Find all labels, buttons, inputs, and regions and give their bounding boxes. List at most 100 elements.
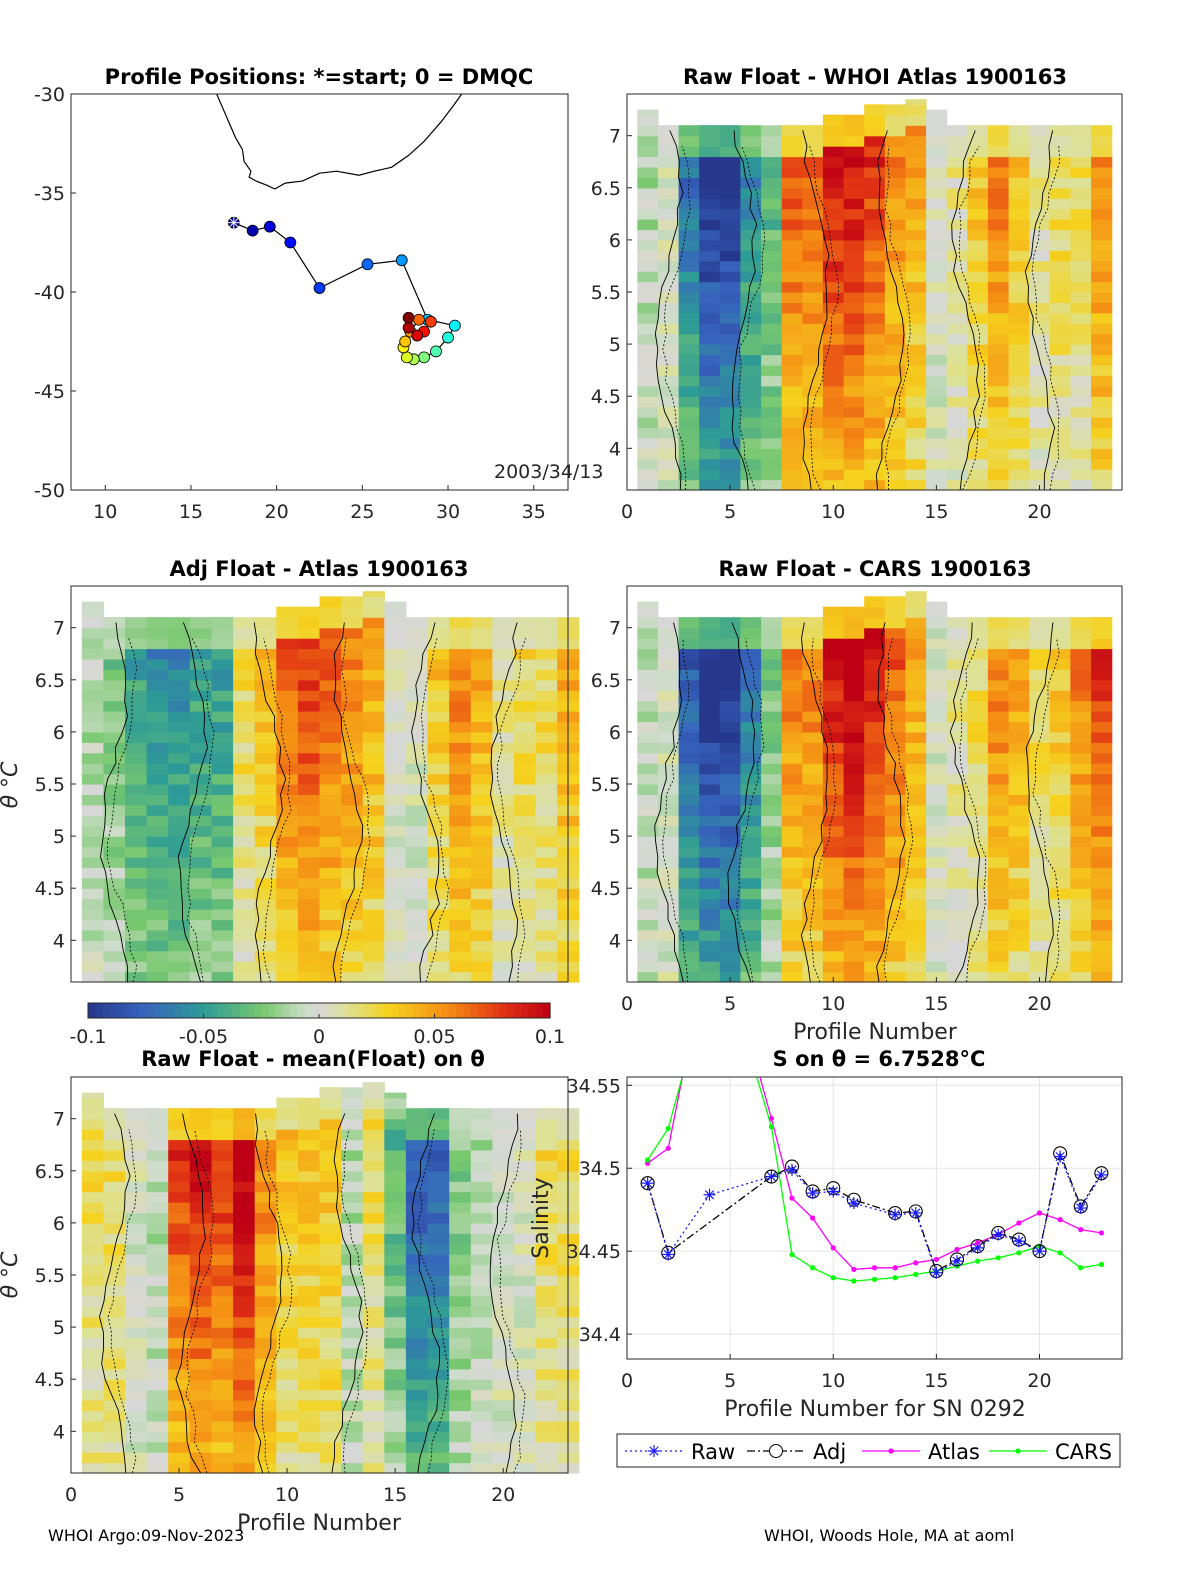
heatmap-cell [189, 1358, 212, 1370]
heatmap-cell [1029, 763, 1051, 775]
heatmap-cell [946, 961, 968, 973]
heatmap-cell [384, 940, 407, 952]
heatmap-cell [427, 1462, 450, 1474]
heatmap-cell [427, 1160, 450, 1172]
heatmap-cell [427, 669, 450, 681]
contour-line [489, 1113, 519, 1474]
heatmap-cell [492, 877, 515, 889]
heatmap-cell [81, 846, 104, 858]
heatmap-cell [168, 1160, 191, 1172]
heatmap-cell [233, 742, 256, 754]
heatmap-cell [168, 1368, 191, 1380]
heatmap-cell [843, 877, 865, 889]
contour-line [253, 622, 287, 983]
heatmap-cell [637, 198, 659, 210]
heatmap-cell [362, 731, 385, 743]
heatmap-cell [449, 1379, 472, 1391]
colorbar-swatch [542, 1003, 551, 1018]
heatmap-cell [802, 867, 824, 879]
heatmap-cell [362, 763, 385, 775]
heatmap-cell [926, 229, 948, 241]
heatmap-cell [884, 690, 906, 702]
heatmap-cell [514, 794, 537, 806]
heatmap-cell [319, 1347, 342, 1359]
heatmap-cell [802, 156, 824, 168]
heatmap-cell [81, 1337, 104, 1349]
heatmap-cell [987, 825, 1010, 837]
heatmap-cell [946, 867, 968, 879]
heatmap-cell [189, 888, 212, 900]
heatmap-cell [864, 888, 886, 900]
heatmap-cell [843, 856, 865, 868]
heatmap-cell [254, 1129, 277, 1141]
heatmap-cell [946, 794, 968, 806]
heatmap-cell [1049, 333, 1071, 345]
heatmap-cell [233, 1452, 256, 1464]
heatmap-cell [905, 385, 927, 397]
heatmap-cell [514, 1358, 537, 1370]
heatmap-cell [967, 679, 989, 691]
heatmap-cell [946, 784, 968, 795]
heatmap-cell [719, 302, 741, 314]
heatmap-cell [802, 406, 824, 418]
colorbar-swatch [160, 1003, 169, 1018]
heatmap-cell [822, 784, 845, 795]
heatmap-cell [946, 364, 968, 376]
raw-whoi-axes-box [626, 93, 1123, 491]
heatmap-cell [719, 929, 741, 941]
heatmap-cell [254, 1420, 277, 1432]
heatmap-cell [864, 971, 886, 983]
heatmap-cell [233, 1347, 256, 1359]
heatmap-cell [822, 364, 845, 376]
heatmap-cell [822, 208, 845, 220]
heatmap-cell [146, 1118, 169, 1130]
heatmap-cell [341, 1452, 364, 1464]
series-point-raw [1012, 1235, 1025, 1248]
heatmap-cell [276, 1379, 299, 1391]
heatmap-cell [864, 187, 886, 199]
heatmap-cell [699, 856, 721, 868]
heatmap-cell [384, 1222, 407, 1234]
series-point-atlas [1098, 1230, 1104, 1236]
heatmap-cell [81, 1316, 104, 1328]
heatmap-cell [427, 690, 450, 702]
heatmap-cell [514, 1462, 537, 1474]
heatmap-cell [449, 1431, 472, 1443]
heatmap-cell [81, 1170, 104, 1182]
heatmap-cell [514, 658, 537, 670]
heatmap-cell [678, 458, 700, 470]
heatmap-cell [967, 312, 989, 324]
contour-line [1025, 622, 1054, 983]
heatmap-cell [822, 919, 845, 931]
heatmap-cell [276, 1410, 299, 1422]
heatmap-cell [657, 271, 680, 283]
heatmap-cell [987, 219, 1010, 231]
series-point-atlas [830, 1245, 836, 1251]
heatmap-cell [384, 1452, 407, 1464]
heatmap-cell [297, 1254, 321, 1266]
heatmap-cell [1049, 125, 1071, 137]
heatmap-cell [319, 700, 342, 712]
heatmap-cell [1049, 731, 1071, 743]
heatmap-cell [637, 364, 659, 376]
heatmap-cell [276, 971, 299, 983]
heatmap-cell [514, 1212, 537, 1224]
heatmap-cell [449, 617, 472, 629]
heatmap-cell [254, 1337, 277, 1349]
heatmap-cell [470, 1212, 493, 1224]
heatmap-cell [470, 1306, 493, 1318]
heatmap-cell [189, 1306, 212, 1318]
heatmap-cell [470, 638, 493, 650]
heatmap-cell [905, 617, 927, 629]
heatmap-cell [146, 898, 169, 910]
heatmap-cell [427, 971, 450, 983]
heatmap-cell [233, 888, 256, 900]
heatmap-cell [946, 752, 968, 764]
heatmap-cell [470, 804, 493, 816]
heatmap-cell [719, 721, 741, 733]
heatmap-cell [81, 1129, 104, 1141]
heatmap-cell [449, 971, 472, 983]
heatmap-cell [1008, 125, 1030, 126]
contour-line-dotted [809, 638, 837, 983]
